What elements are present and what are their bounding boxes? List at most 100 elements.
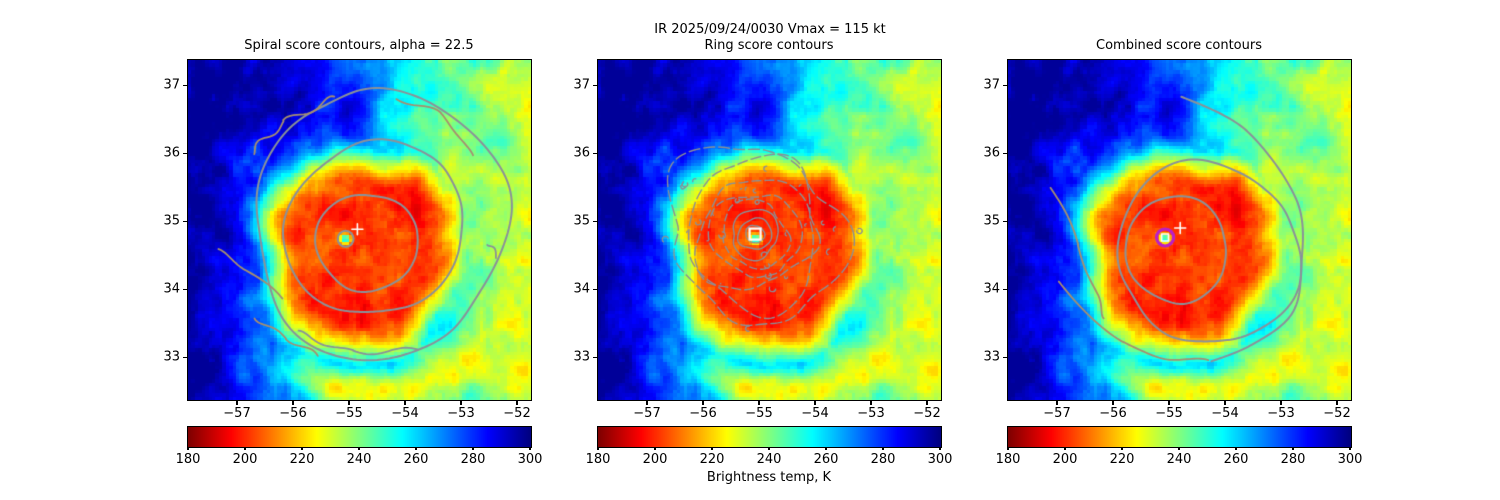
colorbar-tick-label: 280	[870, 452, 896, 467]
y-tick-mark	[183, 288, 187, 290]
x-tick-label: −57	[633, 406, 661, 421]
x-tick-mark	[1280, 401, 1282, 405]
colorbar-tick-label: 260	[403, 452, 429, 467]
colorbar-tick-mark	[244, 447, 246, 450]
x-tick-label: −54	[801, 406, 829, 421]
colorbar-tick-mark	[654, 447, 656, 450]
panel-title-combined: Combined score contours	[1096, 38, 1262, 53]
y-tick-mark	[593, 288, 597, 290]
colorbar-tick-mark	[301, 447, 303, 450]
y-tick-mark	[593, 220, 597, 222]
y-tick-label: 37	[983, 77, 1000, 93]
x-tick-label: −53	[447, 406, 475, 421]
y-tick-mark	[593, 356, 597, 358]
colorbar-tick-mark	[939, 447, 941, 450]
colorbar-tick-label: 280	[1280, 452, 1306, 467]
x-tick-label: −52	[913, 406, 941, 421]
colorbar-tick-label: 240	[346, 452, 372, 467]
x-tick-mark	[1112, 401, 1114, 405]
colorbar-tick-mark	[1349, 447, 1351, 450]
colorbar-tick-label: 220	[289, 452, 315, 467]
x-tick-label: −54	[1211, 406, 1239, 421]
x-tick-label: −52	[1323, 406, 1351, 421]
y-tick-mark	[1003, 220, 1007, 222]
y-tick-label: 34	[163, 281, 180, 297]
y-tick-mark	[183, 152, 187, 154]
x-tick-mark	[1224, 401, 1226, 405]
colorbar-tick-label: 280	[460, 452, 486, 467]
colorbar-tick-label: 180	[995, 452, 1021, 467]
y-tick-label: 37	[163, 77, 180, 93]
colorbar-tick-label: 200	[642, 452, 668, 467]
colorbar-tick-mark	[882, 447, 884, 450]
colorbar-tick-mark	[597, 447, 599, 450]
colorbar-tick-mark	[187, 447, 189, 450]
x-tick-mark	[646, 401, 648, 405]
colorbar-tick-label: 260	[813, 452, 839, 467]
x-tick-mark	[1168, 401, 1170, 405]
x-tick-mark	[814, 401, 816, 405]
colorbar-tick-label: 220	[1109, 452, 1135, 467]
x-tick-mark	[1056, 401, 1058, 405]
colorbar-tick-label: 200	[1052, 452, 1078, 467]
colorbar-tick-mark	[415, 447, 417, 450]
x-tick-mark	[1336, 401, 1338, 405]
ir-map-combined	[1007, 59, 1352, 401]
x-tick-mark	[702, 401, 704, 405]
colorbar-spiral	[187, 426, 532, 448]
y-tick-mark	[1003, 152, 1007, 154]
x-tick-label: −55	[335, 406, 363, 421]
ir-map-ring	[597, 59, 942, 401]
x-tick-mark	[460, 401, 462, 405]
x-tick-label: −52	[503, 406, 531, 421]
x-tick-label: −56	[1099, 406, 1127, 421]
colorbar-tick-mark	[1007, 447, 1009, 450]
y-tick-label: 33	[163, 349, 180, 365]
colorbar-tick-mark	[825, 447, 827, 450]
y-tick-label: 36	[163, 145, 180, 161]
x-tick-mark	[236, 401, 238, 405]
y-tick-mark	[1003, 356, 1007, 358]
x-tick-mark	[758, 401, 760, 405]
colorbar-tick-label: 240	[756, 452, 782, 467]
colorbar-tick-mark	[1235, 447, 1237, 450]
colorbar-combined	[1007, 426, 1352, 448]
panel-title-ring: Ring score contours	[704, 38, 834, 53]
colorbar-ring	[597, 426, 942, 448]
y-tick-label: 34	[983, 281, 1000, 297]
y-tick-label: 35	[163, 213, 180, 229]
colorbar-tick-label: 200	[232, 452, 258, 467]
colorbar-tick-mark	[1121, 447, 1123, 450]
x-tick-label: −54	[391, 406, 419, 421]
colorbar-tick-label: 220	[699, 452, 725, 467]
x-tick-mark	[292, 401, 294, 405]
colorbar-tick-label: 300	[1337, 452, 1363, 467]
y-tick-label: 35	[573, 213, 590, 229]
figure-suptitle: IR 2025/09/24/0030 Vmax = 115 kt	[654, 22, 886, 37]
x-tick-label: −53	[857, 406, 885, 421]
colorbar-tick-label: 180	[585, 452, 611, 467]
colorbar-tick-mark	[529, 447, 531, 450]
x-tick-label: −55	[1155, 406, 1183, 421]
y-tick-mark	[1003, 288, 1007, 290]
y-tick-label: 33	[573, 349, 590, 365]
y-tick-label: 37	[573, 77, 590, 93]
colorbar-tick-label: 300	[927, 452, 953, 467]
colorbar-label: Brightness temp, K	[706, 470, 832, 485]
y-tick-label: 36	[983, 145, 1000, 161]
x-tick-label: −53	[1267, 406, 1295, 421]
y-tick-label: 36	[573, 145, 590, 161]
x-tick-label: −57	[223, 406, 251, 421]
panel-title-spiral: Spiral score contours, alpha = 22.5	[244, 38, 474, 53]
x-tick-mark	[404, 401, 406, 405]
colorbar-tick-mark	[358, 447, 360, 450]
colorbar-tick-label: 300	[517, 452, 543, 467]
y-tick-mark	[183, 220, 187, 222]
y-tick-mark	[593, 152, 597, 154]
colorbar-tick-mark	[1064, 447, 1066, 450]
y-tick-label: 33	[983, 349, 1000, 365]
x-tick-label: −56	[279, 406, 307, 421]
x-tick-label: −55	[745, 406, 773, 421]
colorbar-tick-mark	[1292, 447, 1294, 450]
